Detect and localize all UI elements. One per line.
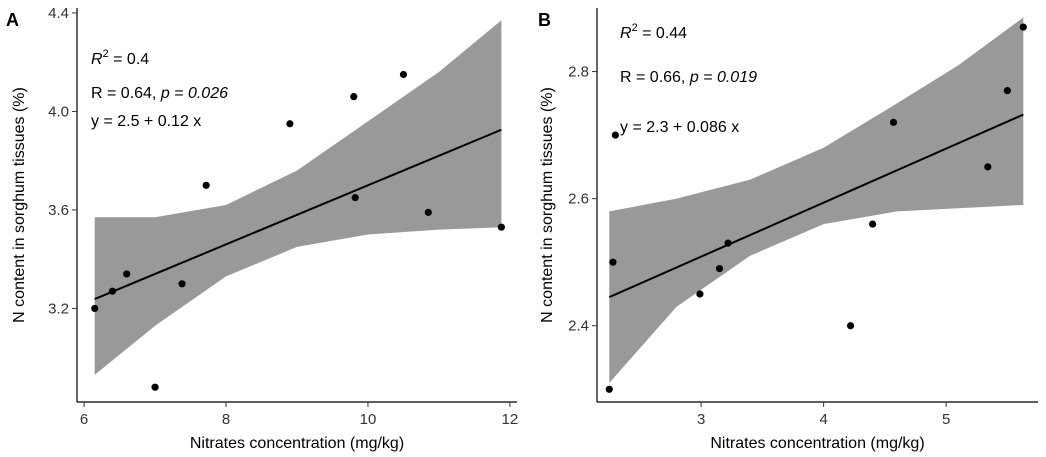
correlation-annotation: R = 0.66, p = 0.019 — [620, 69, 757, 86]
data-point — [91, 304, 99, 313]
confidence-band — [94, 20, 502, 375]
data-point — [715, 264, 724, 273]
y-axis-title: N content in sorghum tissues (%) — [11, 87, 28, 323]
data-point — [399, 70, 408, 79]
data-point — [286, 120, 294, 128]
x-tick-label: 4 — [819, 411, 827, 428]
y-tick-label: 2.8 — [568, 64, 589, 81]
data-point — [846, 322, 855, 330]
panel-label: B — [538, 10, 551, 30]
panel-b: 3 4 5 2.4 2.6 2.8 Nitrates concentration (mg/k… — [538, 8, 1038, 452]
x-axis-title: Nitrates concentration (mg/kg) — [190, 435, 404, 452]
data-point — [350, 93, 358, 101]
x-tick-label: 8 — [222, 411, 230, 428]
data-point — [497, 223, 505, 231]
data-point — [202, 181, 210, 189]
data-point — [151, 383, 159, 391]
regression-line — [608, 113, 1024, 299]
panel-a: 6 8 10 12 3.2 3.6 4.0 4.4 Nitrates concentration… — [6, 5, 518, 452]
confidence-band — [609, 17, 1024, 383]
r-squared-annotation: R2 = 0.44 — [620, 22, 687, 42]
data-point — [984, 163, 992, 171]
data-point — [123, 270, 131, 278]
x-tick-label: 5 — [942, 411, 950, 428]
x-axis-title: Nitrates concentration (mg/kg) — [710, 435, 924, 452]
data-point — [889, 118, 898, 126]
data-point — [1019, 23, 1027, 31]
data-point — [178, 280, 186, 288]
data-point — [424, 208, 432, 216]
y-tick-label: 3.2 — [48, 300, 69, 317]
y-tick-label: 4.0 — [48, 103, 69, 120]
data-point — [696, 290, 704, 298]
data-point — [869, 220, 877, 228]
data-point — [611, 131, 619, 139]
panel-label: A — [6, 10, 19, 30]
y-tick-label: 3.6 — [48, 202, 69, 219]
x-tick-label: 3 — [697, 411, 705, 428]
y-tick-label: 2.4 — [568, 318, 589, 335]
x-tick-label: 6 — [80, 411, 88, 428]
y-tick-label: 2.6 — [568, 191, 589, 208]
data-point — [605, 385, 613, 393]
x-tick-label: 12 — [502, 411, 519, 428]
r-squared-annotation: R2 = 0.4 — [91, 48, 149, 68]
correlation-annotation: R = 0.64, p = 0.026 — [91, 85, 228, 102]
data-point — [1003, 87, 1011, 95]
regression-equation: y = 2.5 + 0.12 x — [91, 113, 201, 130]
regression-equation: y = 2.3 + 0.086 x — [620, 119, 739, 136]
y-tick-label: 4.4 — [48, 5, 69, 22]
data-point — [351, 194, 359, 202]
data-point — [724, 239, 732, 247]
data-point — [108, 287, 117, 295]
x-tick-label: 10 — [360, 411, 377, 428]
data-point — [609, 258, 617, 266]
regression-line — [94, 128, 502, 300]
y-axis-title: N content in sorghum tissues (%) — [539, 87, 556, 323]
